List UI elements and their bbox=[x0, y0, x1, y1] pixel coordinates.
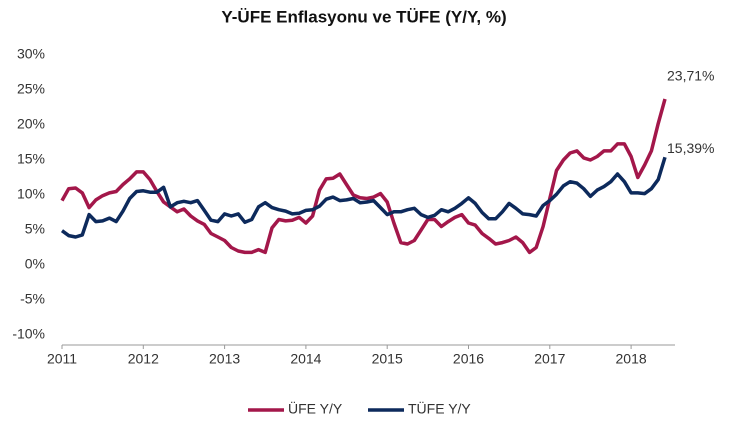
x-tick-label: 2013 bbox=[209, 351, 240, 367]
y-tick-label: 25% bbox=[17, 81, 45, 97]
annotation: 15,39% bbox=[667, 140, 714, 156]
legend-label: TÜFE Y/Y bbox=[408, 400, 471, 417]
x-tick-label: 2018 bbox=[616, 351, 647, 367]
y-tick-label: 10% bbox=[17, 186, 45, 202]
x-tick-label: 2011 bbox=[47, 351, 77, 367]
series-line bbox=[60, 156, 667, 239]
series-line bbox=[60, 98, 667, 255]
y-tick-label: 5% bbox=[25, 221, 45, 237]
y-tick-label: -5% bbox=[20, 291, 45, 307]
annotation: 23,71% bbox=[667, 68, 714, 84]
x-tick-label: 2014 bbox=[290, 351, 321, 367]
x-tick-label: 2012 bbox=[128, 351, 159, 367]
x-tick-label: 2015 bbox=[372, 351, 403, 367]
y-tick-label: -10% bbox=[12, 326, 45, 342]
y-tick-label: 0% bbox=[25, 256, 45, 272]
y-tick-label: 15% bbox=[17, 151, 45, 167]
x-tick-label: 2017 bbox=[534, 351, 565, 367]
y-tick-label: 20% bbox=[17, 116, 45, 132]
x-tick-label: 2016 bbox=[453, 351, 484, 367]
y-tick-label: 30% bbox=[17, 46, 45, 62]
legend-label: ÜFE Y/Y bbox=[288, 400, 343, 417]
chart-title: Y-ÜFE Enflasyonu ve TÜFE (Y/Y, %) bbox=[221, 7, 506, 26]
